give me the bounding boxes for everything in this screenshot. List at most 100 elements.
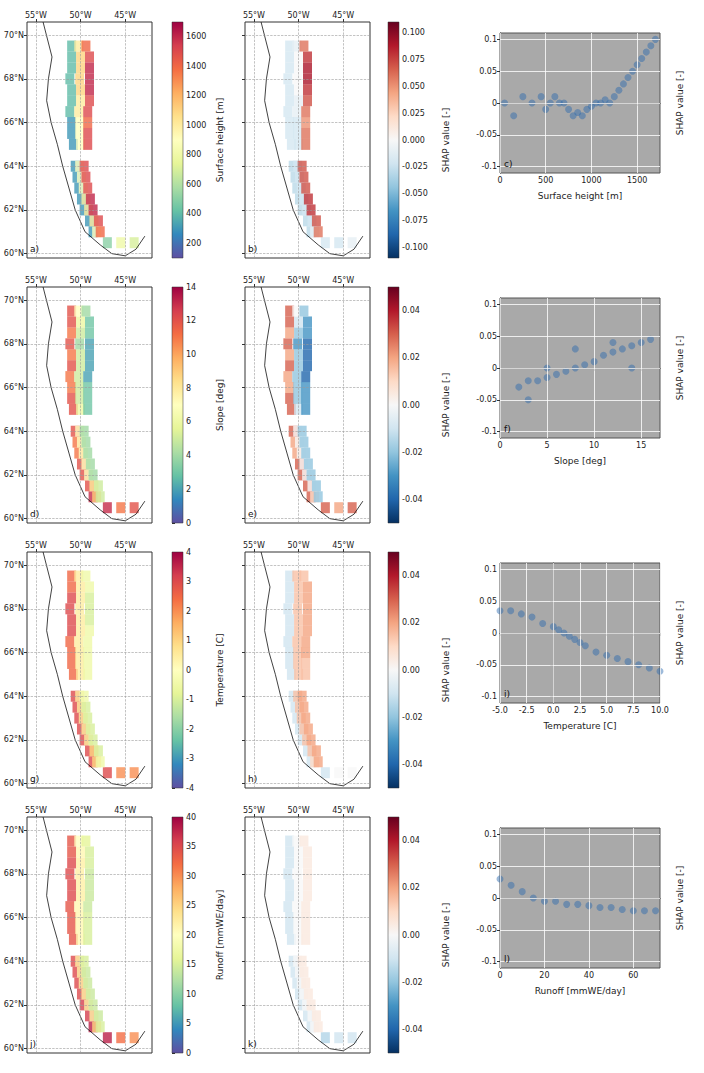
svg-text:45°W: 45°W bbox=[114, 806, 136, 815]
svg-text:-0.100: -0.100 bbox=[402, 243, 428, 252]
svg-text:d): d) bbox=[30, 509, 39, 519]
svg-text:14: 14 bbox=[186, 283, 196, 292]
svg-text:-2.5: -2.5 bbox=[519, 706, 535, 715]
svg-text:0.05: 0.05 bbox=[479, 332, 497, 341]
svg-text:0: 0 bbox=[497, 176, 502, 185]
svg-text:0.00: 0.00 bbox=[402, 931, 420, 940]
svg-text:50°W: 50°W bbox=[288, 806, 310, 815]
svg-text:200: 200 bbox=[186, 239, 201, 248]
svg-text:0: 0 bbox=[497, 441, 502, 450]
svg-text:55°W: 55°W bbox=[25, 11, 47, 20]
svg-text:-2: -2 bbox=[186, 725, 194, 734]
svg-text:e): e) bbox=[248, 509, 257, 519]
svg-text:-4: -4 bbox=[186, 784, 194, 793]
svg-text:10: 10 bbox=[186, 350, 196, 359]
svg-text:55°W: 55°W bbox=[25, 541, 47, 550]
svg-text:Runoff [mmWE/day]: Runoff [mmWE/day] bbox=[215, 890, 225, 981]
svg-text:20: 20 bbox=[186, 931, 196, 940]
svg-text:SHAP value [-]: SHAP value [-] bbox=[441, 903, 451, 968]
svg-text:0.025: 0.025 bbox=[402, 109, 425, 118]
svg-text:55°W: 55°W bbox=[243, 11, 265, 20]
svg-text:70°N: 70°N bbox=[4, 296, 24, 305]
svg-text:0.0: 0.0 bbox=[547, 706, 560, 715]
svg-text:66°N: 66°N bbox=[4, 383, 24, 392]
svg-text:0: 0 bbox=[492, 364, 497, 373]
svg-text:70°N: 70°N bbox=[4, 31, 24, 40]
svg-text:h): h) bbox=[248, 774, 257, 784]
svg-text:0.1: 0.1 bbox=[484, 565, 497, 574]
svg-text:Slope [deg]: Slope [deg] bbox=[215, 379, 225, 431]
svg-text:SHAP value [-]: SHAP value [-] bbox=[441, 638, 451, 703]
svg-text:-0.050: -0.050 bbox=[402, 189, 428, 198]
svg-text:45°W: 45°W bbox=[114, 11, 136, 20]
svg-text:55°W: 55°W bbox=[25, 276, 47, 285]
svg-text:55°W: 55°W bbox=[243, 806, 265, 815]
svg-text:1000: 1000 bbox=[581, 176, 601, 185]
svg-text:60°N: 60°N bbox=[4, 514, 24, 523]
svg-text:45°W: 45°W bbox=[332, 276, 354, 285]
svg-text:-0.05: -0.05 bbox=[476, 925, 497, 934]
svg-text:7.5: 7.5 bbox=[627, 706, 640, 715]
svg-text:Surface height [m]: Surface height [m] bbox=[538, 191, 623, 201]
svg-text:0: 0 bbox=[186, 519, 191, 528]
svg-text:10: 10 bbox=[186, 990, 196, 999]
svg-text:45°W: 45°W bbox=[114, 541, 136, 550]
svg-text:-0.02: -0.02 bbox=[402, 713, 423, 722]
svg-text:15: 15 bbox=[186, 960, 196, 969]
svg-text:1200: 1200 bbox=[186, 91, 206, 100]
svg-text:60°N: 60°N bbox=[4, 249, 24, 258]
svg-text:2: 2 bbox=[186, 607, 191, 616]
svg-text:2.5: 2.5 bbox=[574, 706, 587, 715]
svg-text:SHAP value [-]: SHAP value [-] bbox=[675, 336, 685, 401]
svg-text:66°N: 66°N bbox=[4, 648, 24, 657]
svg-text:0.05: 0.05 bbox=[479, 597, 497, 606]
svg-text:0: 0 bbox=[492, 629, 497, 638]
svg-text:62°N: 62°N bbox=[4, 735, 24, 744]
svg-text:35: 35 bbox=[186, 842, 196, 851]
svg-text:70°N: 70°N bbox=[4, 826, 24, 835]
svg-text:-0.05: -0.05 bbox=[476, 130, 497, 139]
svg-text:0.000: 0.000 bbox=[402, 136, 425, 145]
svg-text:Temperature [C]: Temperature [C] bbox=[542, 721, 616, 731]
svg-text:45°W: 45°W bbox=[332, 11, 354, 20]
svg-text:68°N: 68°N bbox=[4, 339, 24, 348]
svg-text:10: 10 bbox=[589, 441, 599, 450]
svg-text:50°W: 50°W bbox=[70, 276, 92, 285]
svg-text:55°W: 55°W bbox=[243, 276, 265, 285]
svg-text:0.1: 0.1 bbox=[484, 830, 497, 839]
svg-text:g): g) bbox=[30, 774, 39, 784]
svg-text:-1: -1 bbox=[186, 695, 194, 704]
svg-text:0.04: 0.04 bbox=[402, 836, 420, 845]
svg-text:20: 20 bbox=[539, 971, 549, 980]
svg-text:-3: -3 bbox=[186, 754, 194, 763]
svg-text:0: 0 bbox=[492, 894, 497, 903]
svg-text:i): i) bbox=[504, 689, 510, 699]
svg-text:-0.05: -0.05 bbox=[476, 660, 497, 669]
svg-text:45°W: 45°W bbox=[332, 541, 354, 550]
svg-text:45°W: 45°W bbox=[332, 806, 354, 815]
svg-text:800: 800 bbox=[186, 150, 201, 159]
svg-text:12: 12 bbox=[186, 316, 196, 325]
svg-text:0.1: 0.1 bbox=[484, 35, 497, 44]
svg-text:64°N: 64°N bbox=[4, 427, 24, 436]
svg-text:0.02: 0.02 bbox=[402, 353, 420, 362]
svg-text:SHAP value [-]: SHAP value [-] bbox=[675, 601, 685, 666]
svg-text:5: 5 bbox=[186, 1019, 191, 1028]
svg-text:400: 400 bbox=[186, 209, 201, 218]
svg-text:-0.04: -0.04 bbox=[402, 1025, 423, 1034]
svg-text:3: 3 bbox=[186, 577, 191, 586]
svg-text:50°W: 50°W bbox=[288, 11, 310, 20]
svg-text:600: 600 bbox=[186, 180, 201, 189]
svg-text:j): j) bbox=[29, 1039, 36, 1049]
svg-text:SHAP value [-]: SHAP value [-] bbox=[675, 71, 685, 136]
svg-text:66°N: 66°N bbox=[4, 118, 24, 127]
svg-text:4: 4 bbox=[186, 548, 191, 557]
svg-text:60°N: 60°N bbox=[4, 779, 24, 788]
svg-text:55°W: 55°W bbox=[25, 806, 47, 815]
svg-text:64°N: 64°N bbox=[4, 692, 24, 701]
svg-text:0: 0 bbox=[186, 1049, 191, 1058]
svg-text:2: 2 bbox=[186, 485, 191, 494]
svg-text:0: 0 bbox=[186, 666, 191, 675]
svg-text:SHAP value [-]: SHAP value [-] bbox=[441, 108, 451, 173]
svg-text:-0.02: -0.02 bbox=[402, 978, 423, 987]
